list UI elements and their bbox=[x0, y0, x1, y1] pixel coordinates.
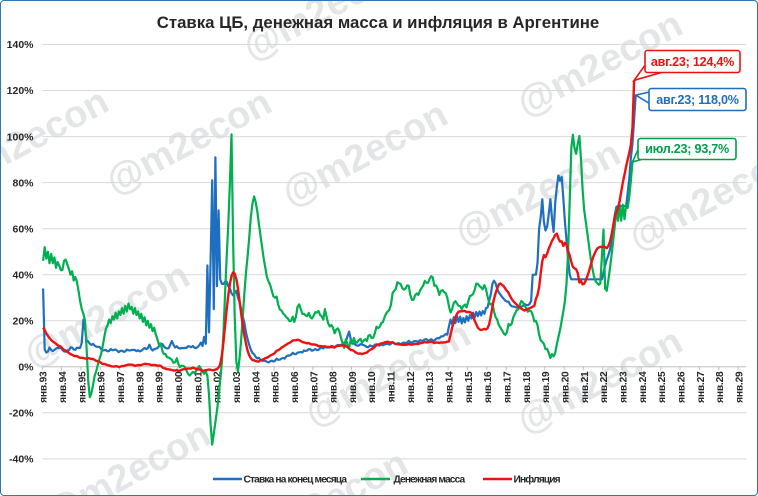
svg-text:80%: 80% bbox=[12, 177, 34, 189]
svg-text:20%: 20% bbox=[12, 316, 34, 328]
svg-text:янв.94: янв.94 bbox=[58, 371, 69, 403]
svg-text:янв.01: янв.01 bbox=[193, 371, 204, 403]
svg-text:Денежная масса: Денежная масса bbox=[394, 475, 466, 486]
svg-text:@m2econ: @m2econ bbox=[236, 1, 415, 69]
svg-text:янв.00: янв.00 bbox=[174, 371, 185, 403]
svg-text:янв.29: янв.29 bbox=[734, 371, 745, 403]
svg-text:120%: 120% bbox=[7, 85, 35, 97]
svg-text:янв.12: янв.12 bbox=[406, 371, 417, 403]
svg-text:100%: 100% bbox=[7, 131, 35, 143]
svg-text:Инфляция: Инфляция bbox=[514, 474, 561, 486]
svg-text:янв.28: янв.28 bbox=[715, 371, 726, 403]
svg-text:@m2econ: @m2econ bbox=[38, 413, 217, 496]
svg-text:авг.23; 118,0%: авг.23; 118,0% bbox=[656, 93, 738, 107]
svg-text:авг.23; 124,4%: авг.23; 124,4% bbox=[651, 55, 734, 69]
svg-text:янв.21: янв.21 bbox=[580, 371, 591, 403]
svg-text:@m2econ: @m2econ bbox=[236, 442, 415, 496]
svg-text:янв.99: янв.99 bbox=[155, 371, 166, 403]
svg-text:янв.10: янв.10 bbox=[367, 371, 378, 403]
svg-text:янв.98: янв.98 bbox=[135, 371, 146, 403]
svg-text:-40%: -40% bbox=[9, 454, 34, 466]
svg-text:-20%: -20% bbox=[9, 408, 34, 420]
svg-text:янв.11: янв.11 bbox=[387, 371, 398, 402]
svg-text:янв.24: янв.24 bbox=[638, 371, 649, 403]
svg-text:янв.07: янв.07 bbox=[309, 371, 320, 403]
svg-text:Ставка на конец месяца: Ставка на конец месяца bbox=[244, 475, 348, 486]
svg-text:янв.97: янв.97 bbox=[116, 371, 127, 403]
svg-text:60%: 60% bbox=[12, 223, 34, 235]
svg-text:янв.23: янв.23 bbox=[619, 371, 630, 403]
svg-text:Ставка ЦБ, денежная масса и ин: Ставка ЦБ, денежная масса и инфляция в А… bbox=[157, 13, 600, 32]
svg-text:янв.20: янв.20 bbox=[561, 371, 572, 403]
svg-text:янв.09: янв.09 bbox=[348, 371, 359, 403]
svg-text:янв.14: янв.14 bbox=[445, 371, 456, 403]
svg-text:янв.02: янв.02 bbox=[213, 371, 224, 403]
svg-text:@m2econ: @m2econ bbox=[99, 81, 278, 203]
svg-text:янв.04: янв.04 bbox=[251, 371, 262, 403]
svg-text:янв.22: янв.22 bbox=[599, 371, 610, 403]
svg-text:янв.26: янв.26 bbox=[676, 371, 687, 403]
svg-text:янв.03: янв.03 bbox=[232, 371, 243, 403]
svg-text:янв.16: янв.16 bbox=[483, 371, 494, 403]
svg-text:@m2econ: @m2econ bbox=[275, 93, 454, 215]
svg-text:янв.06: янв.06 bbox=[290, 371, 301, 403]
svg-text:янв.18: янв.18 bbox=[522, 371, 533, 403]
svg-text:июл.23; 93,7%: июл.23; 93,7% bbox=[645, 142, 729, 156]
svg-text:янв.25: янв.25 bbox=[657, 371, 668, 403]
svg-text:янв.19: янв.19 bbox=[541, 371, 552, 403]
svg-text:янв.93: янв.93 bbox=[39, 371, 50, 403]
svg-text:янв.17: янв.17 bbox=[503, 371, 514, 403]
svg-text:0%: 0% bbox=[18, 362, 34, 374]
svg-text:янв.15: янв.15 bbox=[464, 371, 475, 403]
svg-text:янв.05: янв.05 bbox=[271, 371, 282, 403]
svg-text:янв.95: янв.95 bbox=[77, 371, 88, 403]
svg-text:янв.13: янв.13 bbox=[425, 371, 436, 403]
svg-text:янв.27: янв.27 bbox=[696, 371, 707, 403]
svg-text:140%: 140% bbox=[7, 39, 35, 51]
svg-text:янв.08: янв.08 bbox=[329, 371, 340, 403]
svg-text:40%: 40% bbox=[12, 269, 34, 281]
svg-text:янв.96: янв.96 bbox=[97, 371, 108, 403]
